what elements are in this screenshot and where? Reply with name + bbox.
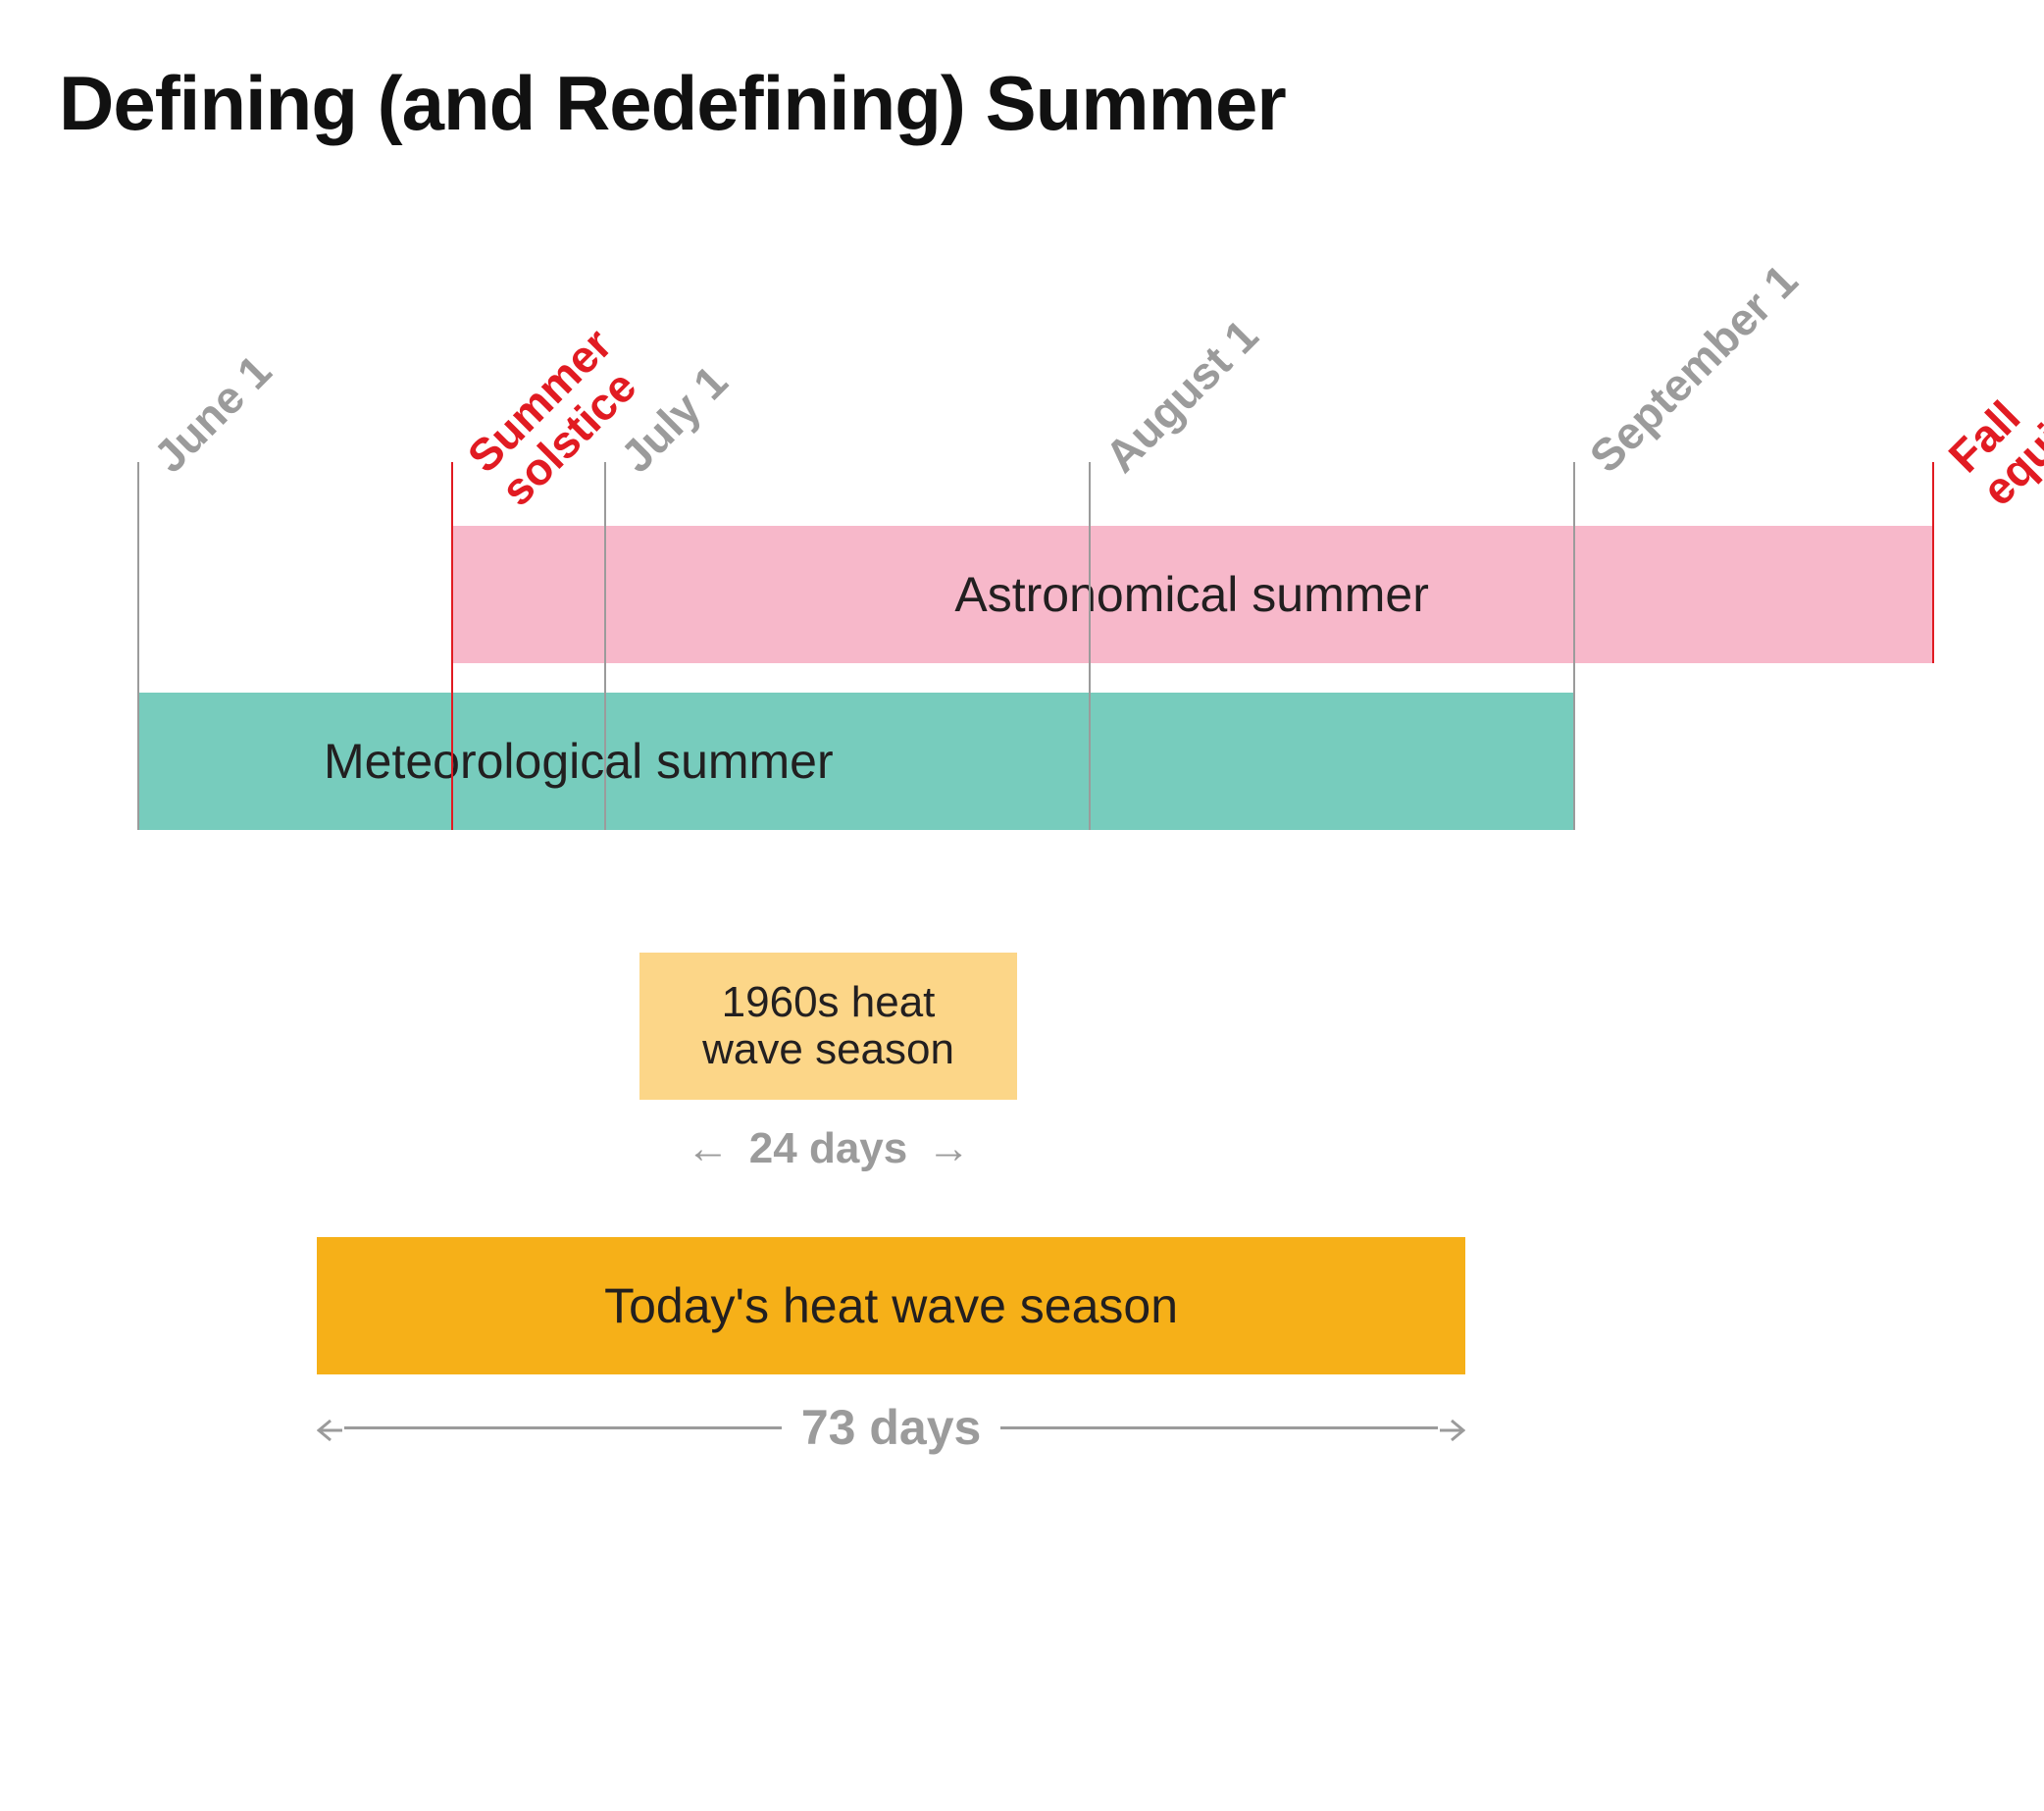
tick-fallequinox (1932, 462, 1934, 663)
arrow-left-icon (317, 1399, 344, 1456)
tick-august1 (1089, 462, 1091, 830)
bar-heat1960: 1960s heatwave season (639, 953, 1016, 1100)
bar-heattoday: Today's heat wave season (317, 1237, 1465, 1374)
arrow-left-icon: ← (687, 1124, 730, 1173)
duration-line (344, 1426, 782, 1429)
date-label-solstice: Summersolstice (459, 320, 653, 514)
duration-heat1960: ←24 days→ (639, 1124, 1016, 1173)
tick-september1 (1573, 462, 1575, 830)
tick-july1 (604, 462, 606, 830)
duration-label: 73 days (782, 1399, 1000, 1456)
bar-astro: Astronomical summer (451, 526, 1932, 663)
date-label-august1: August 1 (1097, 311, 1266, 481)
duration-line (1000, 1426, 1438, 1429)
date-label-june1: June 1 (145, 346, 280, 481)
duration-heattoday: 73 days (317, 1399, 1465, 1456)
arrow-right-icon (1438, 1399, 1465, 1456)
duration-label: 24 days (730, 1124, 927, 1173)
date-label-september1: September 1 (1581, 256, 1806, 481)
chart-title: Defining (and Redefining) Summer (59, 59, 2005, 148)
timeline-chart: Astronomical summer Meteorological summer… (137, 246, 1932, 1718)
tick-june1 (137, 462, 139, 830)
bar-meteo: Meteorological summer (137, 693, 1573, 830)
date-label-fallequinox: Fallequinox (1940, 325, 2044, 514)
tick-solstice (451, 462, 453, 830)
arrow-right-icon: → (927, 1124, 970, 1173)
